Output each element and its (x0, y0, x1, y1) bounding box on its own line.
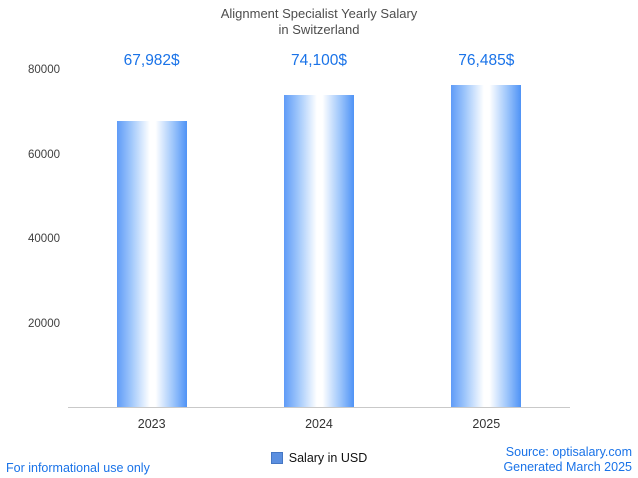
bar-group-2025: 76,485$ 2025 (403, 52, 570, 431)
generated-date: Generated March 2025 (503, 460, 632, 474)
value-label-2023: 67,982$ (123, 52, 180, 69)
plot-area: 67,982$ 2023 74,100$ 2024 76,485$ 2025 (68, 52, 570, 431)
informational-note: For informational use only (6, 461, 150, 475)
legend: Salary in USD (0, 451, 638, 465)
y-tick-40000: 40000 (28, 233, 60, 245)
bar-2023 (116, 120, 187, 407)
y-tick-60000: 60000 (28, 148, 60, 161)
value-label-2025: 76,485$ (458, 52, 515, 69)
y-axis: 20000 40000 60000 80000 (0, 64, 60, 408)
x-label-2025: 2025 (472, 417, 501, 431)
legend-swatch-icon (270, 452, 283, 464)
x-label-2024: 2024 (305, 417, 333, 431)
legend-label: Salary in USD (288, 451, 368, 465)
y-tick-80000: 80000 (28, 64, 60, 76)
source-block: Source: optisalary.com Generated March 2… (503, 445, 632, 475)
bar-2025 (451, 84, 522, 407)
y-tick-20000: 20000 (28, 317, 60, 330)
chart-title-line1: Alignment Specialist Yearly Salary (220, 6, 418, 21)
value-label-2024: 74,100$ (290, 52, 347, 69)
chart-title-line2: in Switzerland (278, 22, 360, 37)
x-label-2023: 2023 (137, 417, 166, 431)
bar-group-2023: 67,982$ 2023 (68, 52, 235, 431)
source-link[interactable]: Source: optisalary.com (505, 445, 632, 459)
bar-group-2024: 74,100$ 2024 (235, 52, 402, 431)
chart-title: Alignment Specialist Yearly Salary in Sw… (0, 6, 638, 38)
bar-2024 (283, 94, 354, 407)
